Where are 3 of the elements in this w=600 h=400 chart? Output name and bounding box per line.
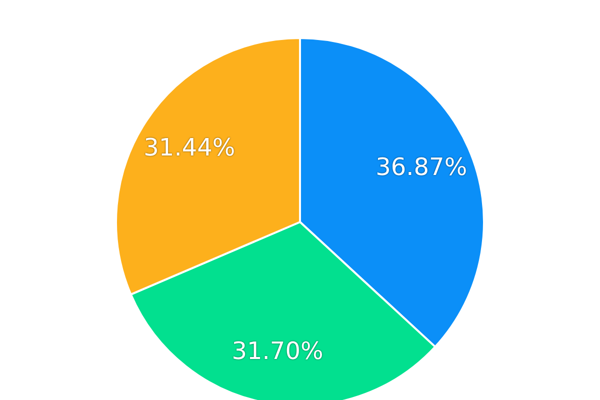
data-label: 31.70% <box>232 336 324 365</box>
data-label: 31.44% <box>144 133 236 162</box>
data-label: 36.87% <box>376 153 468 182</box>
